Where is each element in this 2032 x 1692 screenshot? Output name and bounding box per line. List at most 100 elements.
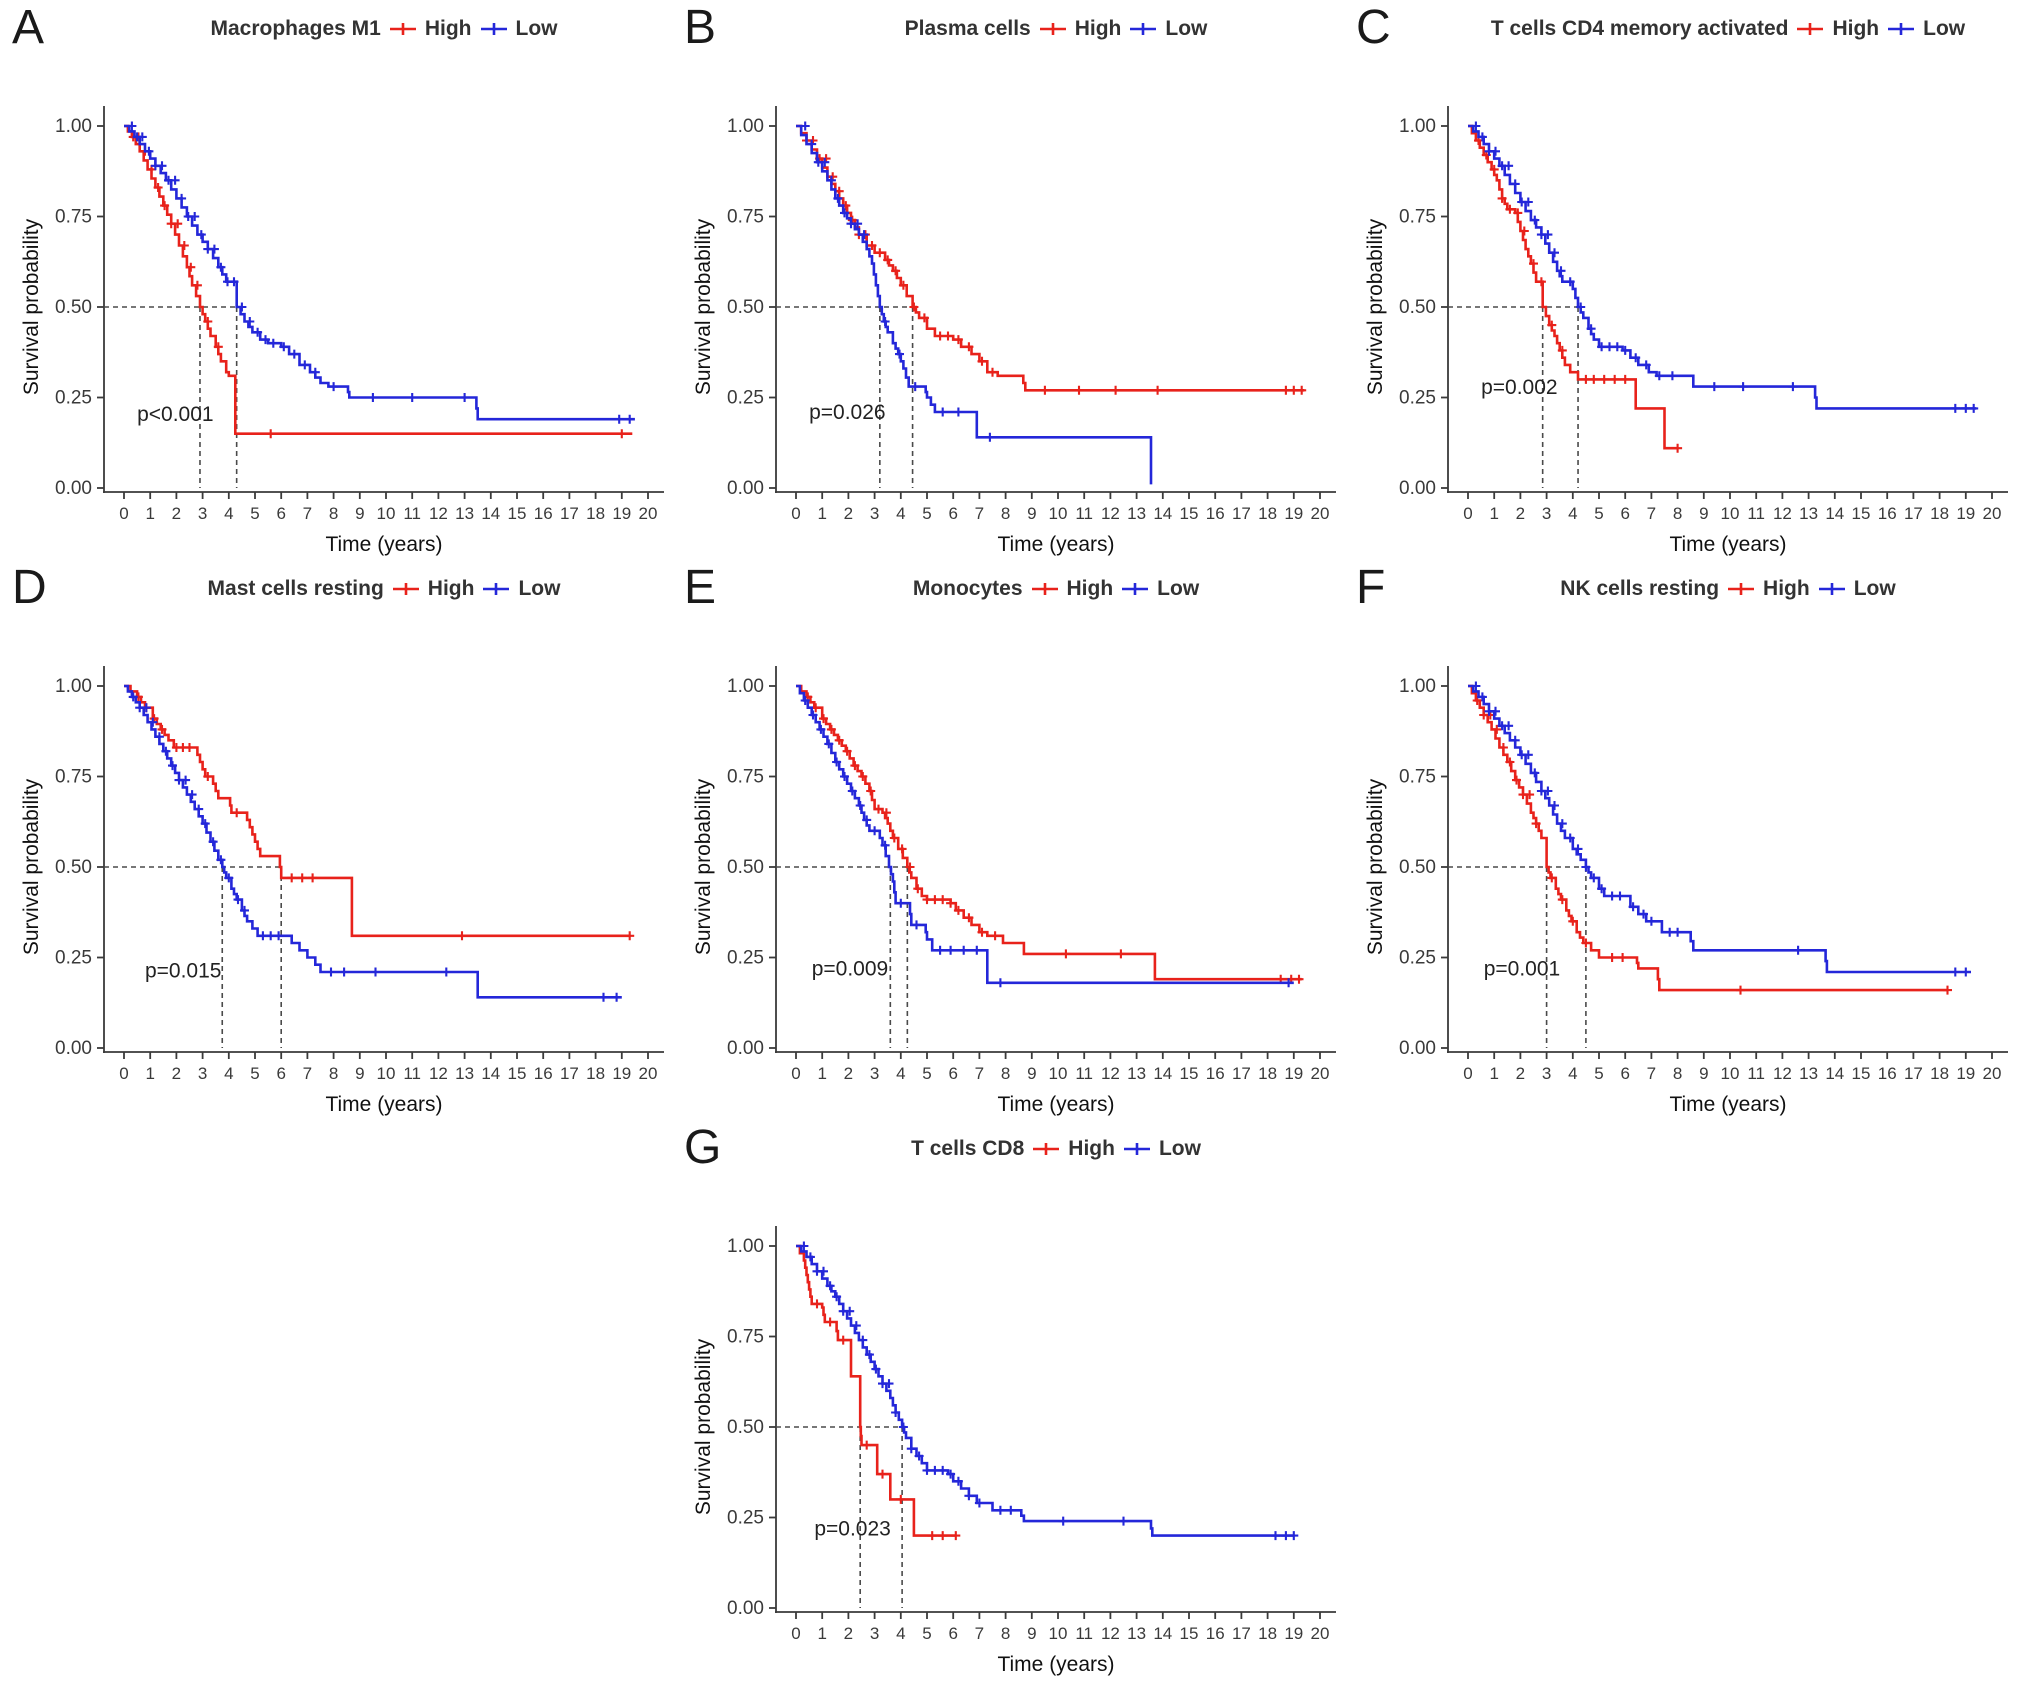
axes	[97, 666, 664, 1059]
x-tick-label: 5	[1594, 1064, 1603, 1083]
y-tick-label: 0.25	[1399, 388, 1436, 409]
x-tick-label: 18	[1258, 504, 1277, 523]
x-tick-label: 6	[948, 1624, 957, 1643]
x-tick-label: 15	[1180, 504, 1199, 523]
x-tick-label: 11	[1747, 1064, 1765, 1083]
km-plot: 0.000.250.500.751.000 1 2 3 4 5 6 7 8 9 10 11 12 13 14…	[1364, 666, 2008, 1116]
censor-marks-low	[799, 1241, 1299, 1541]
x-tick-label: 6	[948, 1064, 957, 1083]
x-tick-label: 17	[1232, 504, 1251, 523]
x-tick-label: 7	[1647, 504, 1656, 523]
x-tick-label: 16	[1206, 1064, 1225, 1083]
y-tick-label: 1.00	[727, 1236, 764, 1257]
x-tick-label: 1	[1489, 504, 1498, 523]
x-tick-label: 2	[1516, 1064, 1525, 1083]
x-tick-label: 0	[791, 1064, 800, 1083]
x-axis-label: Time (years)	[997, 1093, 1114, 1116]
x-axis-label: Time (years)	[1669, 533, 1786, 556]
legend-high-label: High	[424, 17, 472, 40]
x-tick-label: 20	[1311, 504, 1330, 523]
y-tick-label: 0.00	[727, 478, 764, 499]
y-tick-label: 0.00	[55, 478, 92, 499]
legend-low-label: Low	[515, 17, 558, 40]
x-tick-label: 5	[922, 504, 931, 523]
x-tick-label: 5	[1594, 504, 1603, 523]
x-tick-label: 4	[896, 1624, 905, 1643]
x-tick-label: 14	[1153, 1064, 1172, 1083]
y-tick-label: 0.75	[727, 1327, 764, 1348]
y-tick-label: 0.25	[727, 948, 764, 969]
x-tick-label: 12	[429, 1064, 448, 1083]
y-tick-label: 0.00	[55, 1038, 92, 1059]
x-tick-label: 13	[1127, 504, 1146, 523]
legend-marker-low-icon	[1123, 1143, 1150, 1155]
y-tick-label: 0.25	[727, 388, 764, 409]
x-tick-label: 9	[1027, 504, 1036, 523]
x-tick-label: 3	[1542, 504, 1551, 523]
median-dashed-lines	[776, 866, 909, 1048]
x-tick-label: 1	[817, 1064, 826, 1083]
p-value-label: p=0.001	[1484, 958, 1561, 981]
x-tick-label: 5	[922, 1624, 931, 1643]
x-tick-label: 6	[1620, 1064, 1629, 1083]
y-tick-label: 0.50	[1399, 857, 1436, 878]
km-figure: A Macrophages M1 High Low 0.00 0.25 0.50 0.75 1.…	[8, 0, 2024, 1686]
x-tick-label: 17	[1904, 1064, 1923, 1083]
x-tick-label: 15	[508, 1064, 527, 1083]
x-tick-label: 0	[791, 1624, 800, 1643]
panel-header: Monocytes High Low	[680, 566, 1352, 612]
x-tick-label: 16	[1878, 1064, 1897, 1083]
y-tick-label: 1.00	[55, 116, 92, 137]
censor-marks-low	[800, 696, 1294, 988]
x-tick-label: 1	[145, 1064, 154, 1083]
x-axis-label: Time (years)	[325, 1093, 442, 1116]
x-tick-label: 13	[455, 1064, 474, 1083]
y-tick-label: 1.00	[1399, 116, 1436, 137]
x-tick-label: 17	[1232, 1064, 1251, 1083]
x-tick-label: 10	[1049, 1064, 1068, 1083]
p-value-label: p=0.015	[145, 959, 222, 982]
axes	[769, 106, 1336, 499]
x-tick-label: 2	[172, 504, 181, 523]
x-tick-label: 14	[481, 504, 500, 523]
y-tick-label: 0.00	[1399, 1038, 1436, 1059]
km-panel-g: G T cells CD8 High Low 0.00 0.25 0.50 0.75 1.00 0…	[680, 1121, 1352, 1686]
p-value-label: p<0.001	[137, 403, 214, 426]
panel-title: Macrophages M1	[210, 17, 381, 40]
x-tick-label: 3	[198, 504, 207, 523]
x-tick-label: 6	[276, 504, 285, 523]
censor-marks-low	[1471, 121, 1979, 413]
legend-low-label: Low	[1923, 17, 1966, 40]
x-tick-label: 10	[1721, 1064, 1740, 1083]
legend-high-label: High	[427, 577, 475, 600]
x-tick-label: 0	[119, 1064, 128, 1083]
legend-marker-low-icon	[483, 583, 510, 595]
x-tick-label: 9	[355, 504, 364, 523]
x-tick-label: 17	[1904, 504, 1923, 523]
x-tick-label: 18	[1258, 1624, 1277, 1643]
y-axis-label: Survival probability	[1364, 218, 1387, 395]
panel-header: Plasma cells High Low	[680, 6, 1352, 52]
x-tick-label: 4	[224, 1064, 233, 1083]
x-tick-label: 14	[1153, 504, 1172, 523]
legend-high-label: High	[1832, 17, 1880, 40]
censor-marks-low	[800, 121, 995, 442]
x-tick-label: 20	[1983, 1064, 2002, 1083]
legend-high-label: High	[1068, 1137, 1115, 1160]
x-tick-label: 2	[1516, 504, 1525, 523]
y-tick-label: 0.75	[55, 767, 92, 788]
x-tick-label: 18	[1258, 1064, 1277, 1083]
y-tick-label: 1.00	[55, 676, 92, 697]
y-tick-label: 1.00	[727, 676, 764, 697]
curve-low	[124, 124, 635, 421]
y-tick-label: 0.75	[1399, 207, 1436, 228]
y-tick-label: 0.50	[55, 857, 92, 878]
x-tick-label: 4	[224, 504, 233, 523]
x-tick-label: 8	[1673, 504, 1682, 523]
censor-marks-high	[133, 692, 635, 941]
x-tick-label: 7	[1647, 1064, 1656, 1083]
x-tick-label: 11	[1075, 1064, 1093, 1083]
y-axis-label: Survival probability	[20, 218, 43, 395]
y-tick-label: 0.25	[1399, 948, 1436, 969]
x-tick-label: 13	[1799, 504, 1818, 523]
